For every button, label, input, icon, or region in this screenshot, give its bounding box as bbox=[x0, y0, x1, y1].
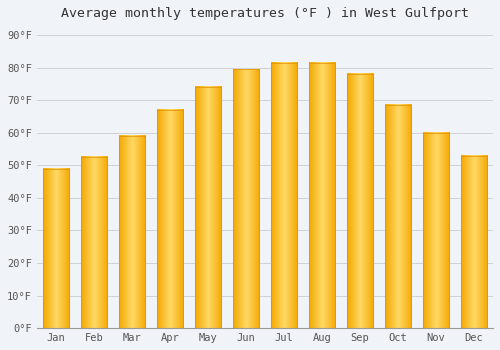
Title: Average monthly temperatures (°F ) in West Gulfport: Average monthly temperatures (°F ) in We… bbox=[61, 7, 469, 20]
